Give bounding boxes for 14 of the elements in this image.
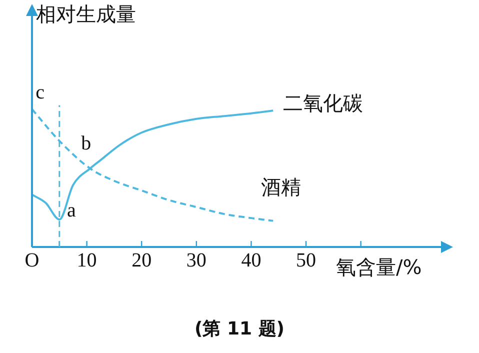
annotation: b — [81, 132, 92, 155]
x-tick-label: 10 — [76, 249, 97, 272]
x-axis-title: 氧含量/% — [336, 255, 422, 280]
y-axis-title: 相对生成量 — [36, 2, 136, 26]
x-tick-label: 50 — [296, 249, 316, 272]
annotation: c — [36, 81, 45, 104]
series-label: 酒精 — [261, 175, 302, 200]
annotation: a — [66, 200, 76, 222]
series-label: 二氧化碳 — [283, 90, 364, 115]
x-tick-label: 40 — [241, 249, 262, 272]
x-tick-label: O — [24, 249, 40, 272]
x-tick-label: 20 — [132, 249, 152, 272]
x-tick-label: 30 — [186, 249, 206, 272]
text: (第 11 题) — [194, 318, 285, 340]
